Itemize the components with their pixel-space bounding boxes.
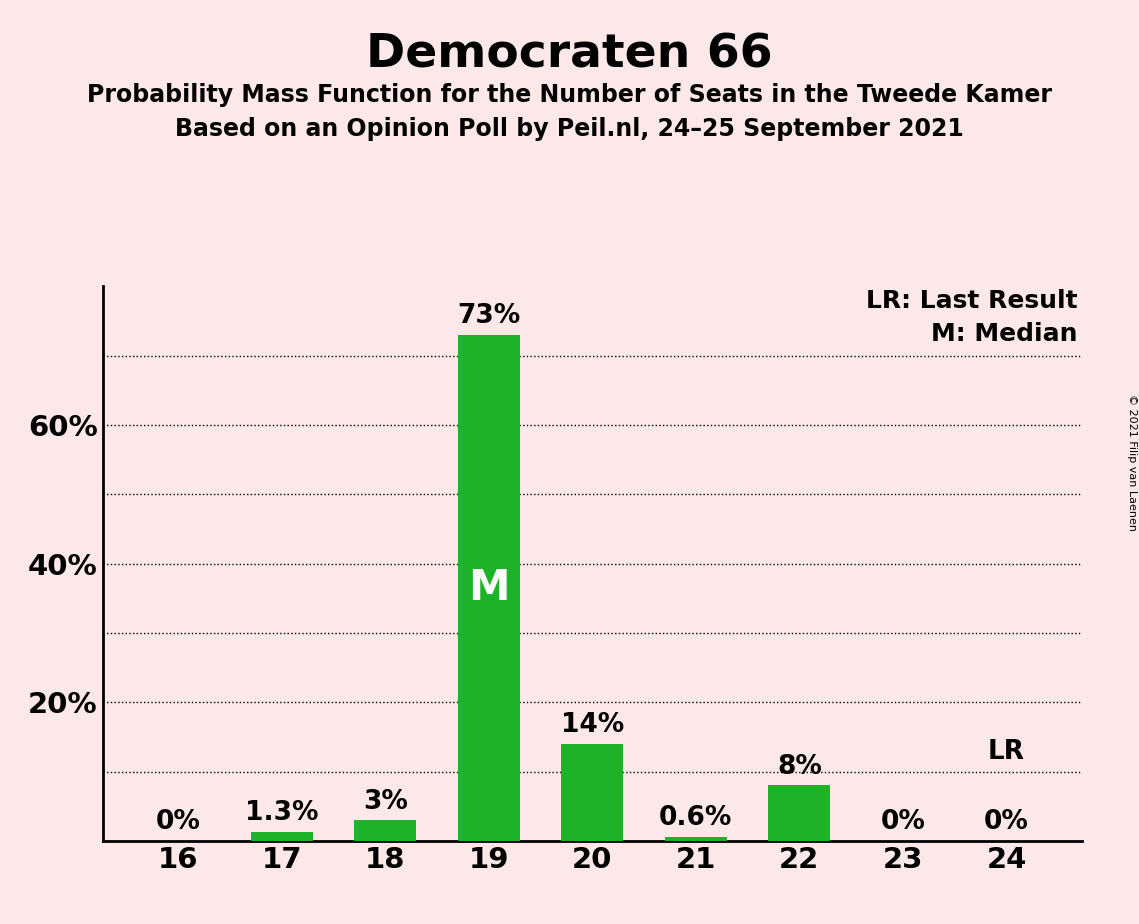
Text: 1.3%: 1.3% (245, 800, 319, 826)
Text: 0.6%: 0.6% (659, 805, 732, 832)
Text: 73%: 73% (457, 303, 521, 330)
Text: Democraten 66: Democraten 66 (366, 32, 773, 78)
Text: 0%: 0% (880, 809, 925, 835)
Bar (251, 832, 313, 841)
Text: © 2021 Filip van Laenen: © 2021 Filip van Laenen (1126, 394, 1137, 530)
Text: M: Median: M: Median (931, 322, 1077, 346)
Bar (458, 335, 519, 841)
Bar (665, 837, 727, 841)
Text: 8%: 8% (777, 754, 822, 780)
Text: 0%: 0% (984, 809, 1029, 835)
Text: LR: Last Result: LR: Last Result (866, 289, 1077, 313)
Text: 3%: 3% (362, 788, 408, 815)
Bar (769, 785, 830, 841)
Text: LR: LR (988, 738, 1025, 765)
Text: 0%: 0% (156, 809, 200, 835)
Bar (354, 821, 416, 841)
Bar (562, 744, 623, 841)
Text: 14%: 14% (560, 712, 624, 738)
Text: Based on an Opinion Poll by Peil.nl, 24–25 September 2021: Based on an Opinion Poll by Peil.nl, 24–… (175, 117, 964, 141)
Text: Probability Mass Function for the Number of Seats in the Tweede Kamer: Probability Mass Function for the Number… (87, 83, 1052, 107)
Text: M: M (468, 567, 509, 609)
